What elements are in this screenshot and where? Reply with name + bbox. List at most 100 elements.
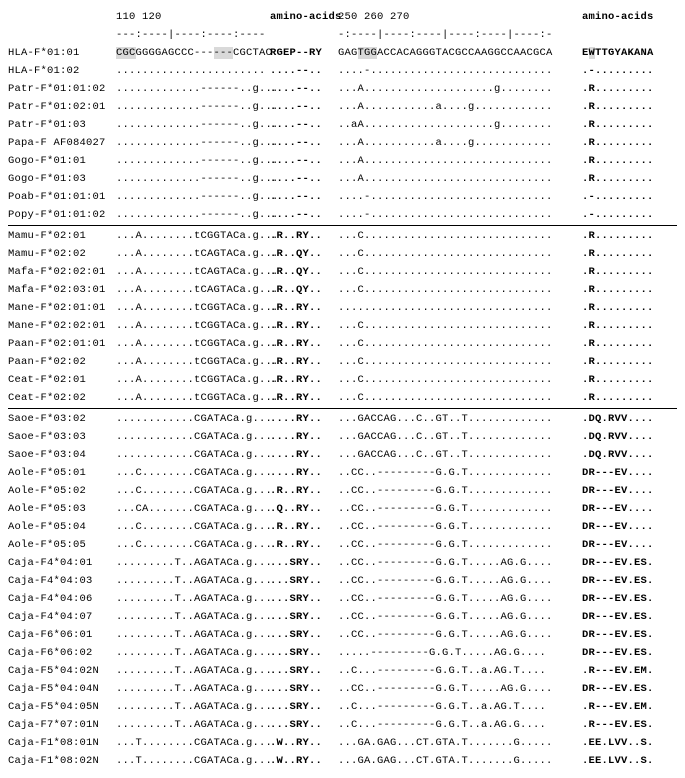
- aa2-cell: DR---EV.ES.: [582, 572, 666, 590]
- seq2-cell: ..aA....................g........: [338, 116, 582, 134]
- aa1-cell: .R..RY..: [270, 227, 338, 245]
- alignment-group-1: HLA-F*01:01CGCGGGGAGCCC------CGCTACRGEP-…: [8, 44, 677, 224]
- aa1-cell: ....--..: [270, 188, 338, 206]
- aa2-cell: .R.........: [582, 353, 666, 371]
- allele-name: Mafa-F*02:03:01: [8, 281, 116, 299]
- aa2-cell: .-.........: [582, 188, 666, 206]
- aa1-cell: ....RY..: [270, 446, 338, 464]
- allele-name: Caja-F6*06:02: [8, 644, 116, 662]
- alignment-row: Mafa-F*02:02:01...A........tCAGTACa.g...…: [8, 263, 677, 281]
- alignment-group-3: Saoe-F*03:02............CGATACa.g.......…: [8, 410, 677, 770]
- seq1-cell: ...C........CGATACa.g...: [116, 518, 270, 536]
- aa1-ruler: [270, 26, 338, 44]
- alignment-row: HLA-F*01:01CGCGGGGAGCCC------CGCTACRGEP-…: [8, 44, 677, 62]
- seq1-cell: ............CGATACa.g...: [116, 428, 270, 446]
- seq2-cell: ....-............................: [338, 62, 582, 80]
- aa2-cell: DR---EV....: [582, 500, 666, 518]
- seq2-cell: ..CC..---------G.G.T.....AG.G....: [338, 554, 582, 572]
- seq1-cell: .........T..AGATACa.g...: [116, 662, 270, 680]
- aa2-cell: .R.........: [582, 245, 666, 263]
- aa2-cell: DR---EV.ES.: [582, 680, 666, 698]
- aa2-cell: DR---EV.ES.: [582, 608, 666, 626]
- allele-name: Caja-F4*04:01: [8, 554, 116, 572]
- allele-name: Caja-F6*06:01: [8, 626, 116, 644]
- allele-name: Saoe-F*03:04: [8, 446, 116, 464]
- alignment-group-2: Mamu-F*02:01...A........tCGGTACa.g....R.…: [8, 227, 677, 407]
- aa1-cell: .R..RY..: [270, 335, 338, 353]
- allele-name: Mafa-F*02:02:01: [8, 263, 116, 281]
- aa2-cell: .DQ.RVV....: [582, 428, 666, 446]
- seq1-cell: .......................: [116, 62, 270, 80]
- seq2-cell: ...GACCAG...C..GT..T.............: [338, 446, 582, 464]
- seq2-cell: ...GA.GAG...CT.GTA.T.......G.....: [338, 734, 582, 752]
- aa2-cell: .R.........: [582, 389, 666, 407]
- aa1-cell: ...SRY..: [270, 644, 338, 662]
- seq1-ruler: ---:----|----:----:----: [116, 26, 270, 44]
- seq2-cell: ...GACCAG...C..GT..T.............: [338, 410, 582, 428]
- aa1-cell: ....--..: [270, 134, 338, 152]
- seq1-cell: .........T..AGATACa.g...: [116, 644, 270, 662]
- ruler-row: ---:----|----:----:---- -:----|----:----…: [8, 26, 677, 44]
- aa1-cell: ...SRY..: [270, 626, 338, 644]
- aa1-cell: RGEP--RY: [270, 44, 338, 62]
- aa1-cell: .R..RY..: [270, 371, 338, 389]
- alignment-row: Saoe-F*03:04............CGATACa.g.......…: [8, 446, 677, 464]
- aa2-cell: .EE.LVV..S.: [582, 734, 666, 752]
- seq2-cell: ..CC..---------G.G.T.............: [338, 464, 582, 482]
- allele-name: Saoe-F*03:03: [8, 428, 116, 446]
- aa1-cell: .R..RY..: [270, 536, 338, 554]
- seq2-cell: ..CC..---------G.G.T.............: [338, 482, 582, 500]
- alignment-row: Gogo-F*01:01.............------..g......…: [8, 152, 677, 170]
- seq2-cell: ...C.............................: [338, 335, 582, 353]
- seq1-cell: ...C........CGATACa.g...: [116, 536, 270, 554]
- aa2-cell: .R.........: [582, 98, 666, 116]
- seq2-cell: ...A.............................: [338, 152, 582, 170]
- aa1-cell: ...SRY..: [270, 590, 338, 608]
- seq1-cell: ...C........CGATACa.g...: [116, 464, 270, 482]
- seq1-cell: .............------..g...: [116, 206, 270, 224]
- seq2-cell: ...C.............................: [338, 371, 582, 389]
- seq1-cell: ............CGATACa.g...: [116, 410, 270, 428]
- aa2-cell: .R---EV.EM.: [582, 698, 666, 716]
- aa2-cell: .R.........: [582, 116, 666, 134]
- seq2-cell: ...C.............................: [338, 245, 582, 263]
- aa2-cell: .-.........: [582, 206, 666, 224]
- aa2-cell: .-.........: [582, 62, 666, 80]
- alignment-row: Aole-F*05:05...C........CGATACa.g....R..…: [8, 536, 677, 554]
- alignment-row: Caja-F6*06:01.........T..AGATACa.g......…: [8, 626, 677, 644]
- alignment-row: Paan-F*02:01:01...A........tCGGTACa.g...…: [8, 335, 677, 353]
- aa2-cell: .R.........: [582, 335, 666, 353]
- allele-name: Paan-F*02:01:01: [8, 335, 116, 353]
- allele-name: Mane-F*02:02:01: [8, 317, 116, 335]
- seq1-cell: .............------..g...: [116, 98, 270, 116]
- aa2-cell: DR---EV....: [582, 482, 666, 500]
- allele-name: Aole-F*05:01: [8, 464, 116, 482]
- seq2-position-numbers: 250 260 270: [338, 8, 582, 26]
- alignment-row: Aole-F*05:04...C........CGATACa.g....R..…: [8, 518, 677, 536]
- seq2-cell: .....---------G.G.T.....AG.G....: [338, 644, 582, 662]
- seq1-cell: ...C........CGATACa.g...: [116, 482, 270, 500]
- seq2-cell: ..CC..---------G.G.T.....AG.G....: [338, 590, 582, 608]
- aa2-cell: DR---EV....: [582, 536, 666, 554]
- alignment-row: Saoe-F*03:02............CGATACa.g.......…: [8, 410, 677, 428]
- aa2-cell: .EE.LVV..S.: [582, 752, 666, 770]
- allele-name: Aole-F*05:04: [8, 518, 116, 536]
- aa2-cell: .DQ.RVV....: [582, 446, 666, 464]
- seq2-cell: ...C.............................: [338, 227, 582, 245]
- divider-1: [8, 225, 677, 226]
- seq2-cell: ...C.............................: [338, 317, 582, 335]
- aa2-cell: .R.........: [582, 80, 666, 98]
- seq1-cell: ...A........tCGGTACa.g...: [116, 299, 270, 317]
- seq2-cell: ...C.............................: [338, 281, 582, 299]
- alignment-row: Ceat-F*02:02...A........tCGGTACa.g....R.…: [8, 389, 677, 407]
- seq1-cell: ...A........tCGGTACa.g...: [116, 353, 270, 371]
- allele-name: Gogo-F*01:01: [8, 152, 116, 170]
- aa1-cell: .W..RY..: [270, 752, 338, 770]
- allele-name: Aole-F*05:03: [8, 500, 116, 518]
- seq2-cell: ..CC..---------G.G.T.....AG.G....: [338, 572, 582, 590]
- seq1-cell: ...CA.......CGATACa.g...: [116, 500, 270, 518]
- seq1-cell: .........T..AGATACa.g...: [116, 716, 270, 734]
- blank-name-header: [8, 8, 116, 26]
- allele-name: Patr-F*01:01:02: [8, 80, 116, 98]
- seq2-cell: ..CC..---------G.G.T.....AG.G....: [338, 608, 582, 626]
